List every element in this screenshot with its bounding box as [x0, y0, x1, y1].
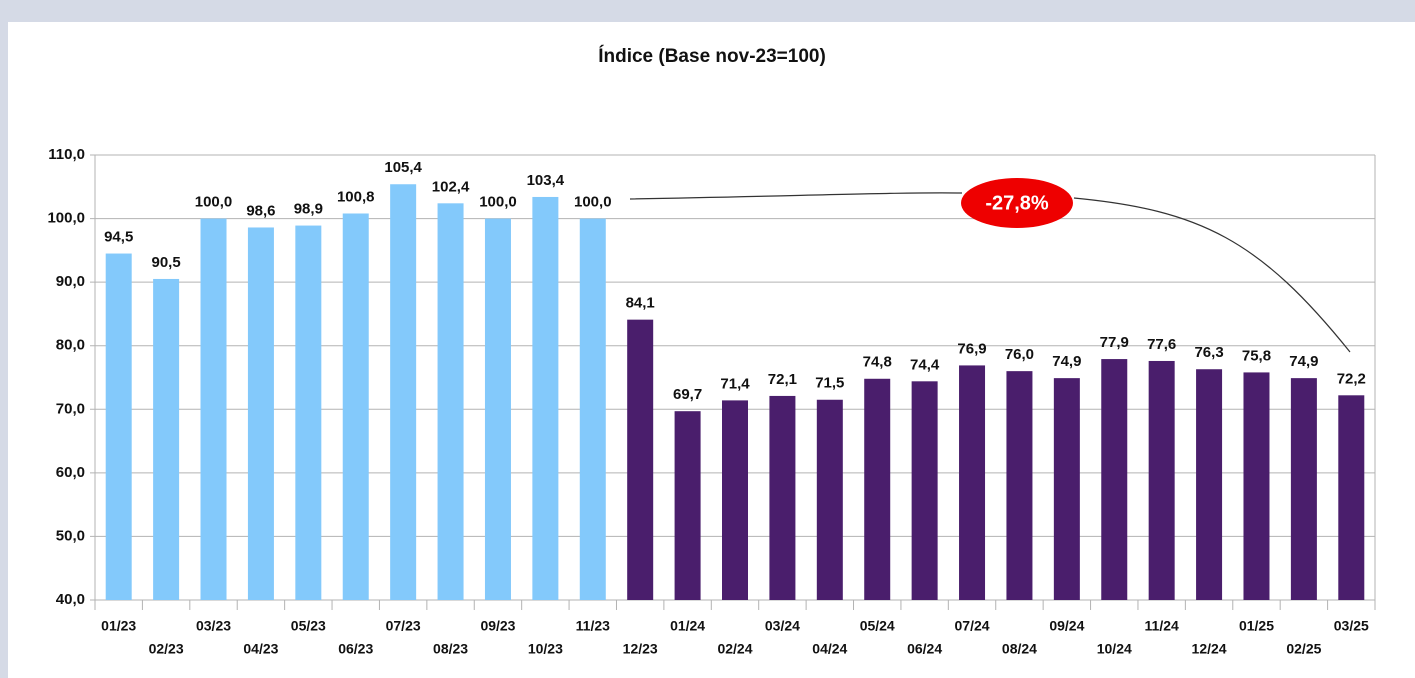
y-tick-label: 80,0 — [56, 337, 85, 354]
x-tick-label: 03/23 — [196, 618, 231, 634]
x-tick-label: 05/24 — [860, 618, 895, 634]
x-tick-label: 10/23 — [528, 641, 563, 657]
y-tick-label: 100,0 — [47, 210, 85, 227]
bar — [722, 400, 748, 600]
panel — [8, 22, 1415, 678]
annotation: -27,8% — [985, 192, 1049, 214]
x-tick-label: 09/23 — [480, 618, 515, 634]
x-tick-label: 08/24 — [1002, 641, 1037, 657]
bar — [1290, 378, 1317, 600]
x-tick-label: 07/23 — [386, 618, 421, 634]
value-label: 100,0 — [479, 194, 517, 211]
x-tick-label: 01/25 — [1239, 618, 1274, 634]
x-tick-label: 11/23 — [576, 618, 610, 634]
connector — [1073, 197, 1351, 353]
x-tick-label: 05/23 — [291, 618, 326, 634]
x-tick-label: 11/24 — [1145, 618, 1179, 634]
value-label: 105,4 — [384, 159, 422, 176]
value-label: 94,5 — [104, 229, 133, 246]
bar — [105, 253, 132, 601]
bar — [769, 395, 796, 600]
x-tick-label: 01/23 — [101, 618, 136, 634]
bar — [911, 381, 938, 600]
x-tick-label: 01/24 — [670, 618, 705, 634]
value-label: 74,9 — [1289, 353, 1318, 370]
bar — [579, 218, 606, 601]
bar — [627, 319, 654, 600]
bar — [390, 184, 417, 600]
x-tick-label: 04/24 — [812, 641, 847, 657]
x-tick-label: 03/25 — [1334, 618, 1369, 634]
value-label: 84,1 — [626, 295, 655, 312]
y-tick-label: 70,0 — [56, 400, 85, 417]
bar — [295, 225, 322, 601]
connector — [629, 192, 963, 200]
bar — [342, 213, 369, 600]
y-tick-label: 50,0 — [56, 527, 85, 544]
chart-title: Índice (Base nov-23=100) — [598, 45, 826, 67]
value-label: 76,9 — [957, 340, 986, 357]
value-label: 75,8 — [1242, 347, 1271, 364]
value-label: 90,5 — [152, 254, 181, 271]
y-tick-label: 110,0 — [48, 146, 85, 163]
value-label: 72,1 — [768, 371, 797, 388]
bar — [1196, 369, 1223, 600]
annotation-badge — [961, 178, 1073, 228]
value-label: 74,4 — [910, 356, 940, 373]
x-tick-label: 02/24 — [717, 641, 752, 657]
value-label: 102,4 — [432, 178, 470, 195]
value-label: 71,4 — [720, 375, 750, 392]
y-tick-label: 60,0 — [56, 464, 85, 481]
value-label: 69,7 — [673, 386, 702, 403]
value-label: 76,3 — [1194, 344, 1223, 361]
x-tick-label: 02/25 — [1286, 641, 1321, 657]
x-tick-label: 04/23 — [243, 641, 278, 657]
value-label: 98,6 — [246, 202, 275, 219]
x-tick-label: 08/23 — [433, 641, 468, 657]
bar — [1243, 372, 1270, 600]
value-label: 98,9 — [294, 201, 323, 218]
value-label: 71,5 — [815, 375, 844, 392]
bar — [959, 365, 986, 600]
x-tick-label: 07/24 — [955, 618, 990, 634]
x-tick-label: 12/23 — [623, 641, 658, 657]
bar — [674, 411, 701, 600]
x-tick-label: 06/23 — [338, 641, 373, 657]
value-label: 100,0 — [574, 194, 612, 211]
bar — [247, 227, 274, 600]
value-label: 77,6 — [1147, 336, 1176, 353]
value-label: 100,0 — [195, 194, 233, 211]
bar — [1053, 378, 1080, 600]
bar — [816, 399, 843, 600]
x-tick-label: 10/24 — [1097, 641, 1132, 657]
bar — [1148, 360, 1175, 600]
y-tick-label: 90,0 — [56, 273, 85, 290]
bar — [153, 278, 180, 600]
bar — [1101, 359, 1128, 600]
bar — [437, 203, 464, 601]
bar — [1006, 371, 1033, 600]
bar — [532, 196, 559, 600]
bar — [864, 378, 891, 600]
value-label: 72,2 — [1337, 370, 1366, 387]
x-tick-label: 02/23 — [149, 641, 184, 657]
value-label: 103,4 — [527, 172, 565, 189]
value-label: 74,9 — [1052, 353, 1081, 370]
bar — [484, 218, 511, 601]
value-label: 100,8 — [337, 188, 375, 205]
bar — [1338, 395, 1365, 600]
value-label: 74,8 — [863, 354, 892, 371]
bar — [200, 218, 227, 601]
x-tick-label: 09/24 — [1049, 618, 1084, 634]
x-tick-label: 12/24 — [1192, 641, 1227, 657]
x-tick-label: 03/24 — [765, 618, 800, 634]
x-tick-label: 06/24 — [907, 641, 942, 657]
y-tick-label: 40,0 — [56, 591, 85, 608]
value-label: 76,0 — [1005, 346, 1034, 363]
value-label: 77,9 — [1100, 334, 1129, 351]
